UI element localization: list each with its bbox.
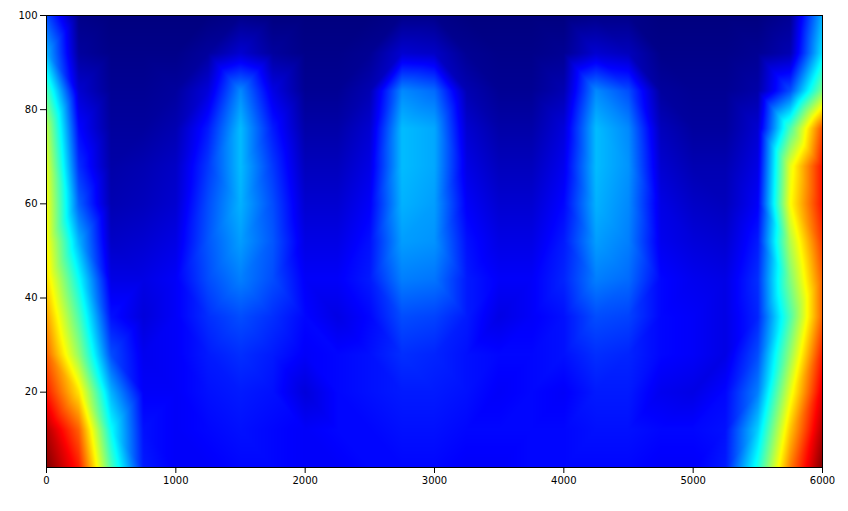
svg-text:3000: 3000	[422, 475, 447, 486]
svg-text:20: 20	[25, 386, 38, 397]
svg-text:6000: 6000	[810, 475, 835, 486]
svg-text:80: 80	[25, 104, 38, 115]
svg-text:100: 100	[18, 10, 37, 21]
svg-text:0: 0	[43, 475, 49, 486]
svg-text:1000: 1000	[163, 475, 188, 486]
svg-text:2000: 2000	[292, 475, 317, 486]
svg-text:4000: 4000	[551, 475, 576, 486]
svg-text:40: 40	[25, 292, 38, 303]
svg-text:5000: 5000	[680, 475, 705, 486]
svg-text:60: 60	[25, 198, 38, 209]
